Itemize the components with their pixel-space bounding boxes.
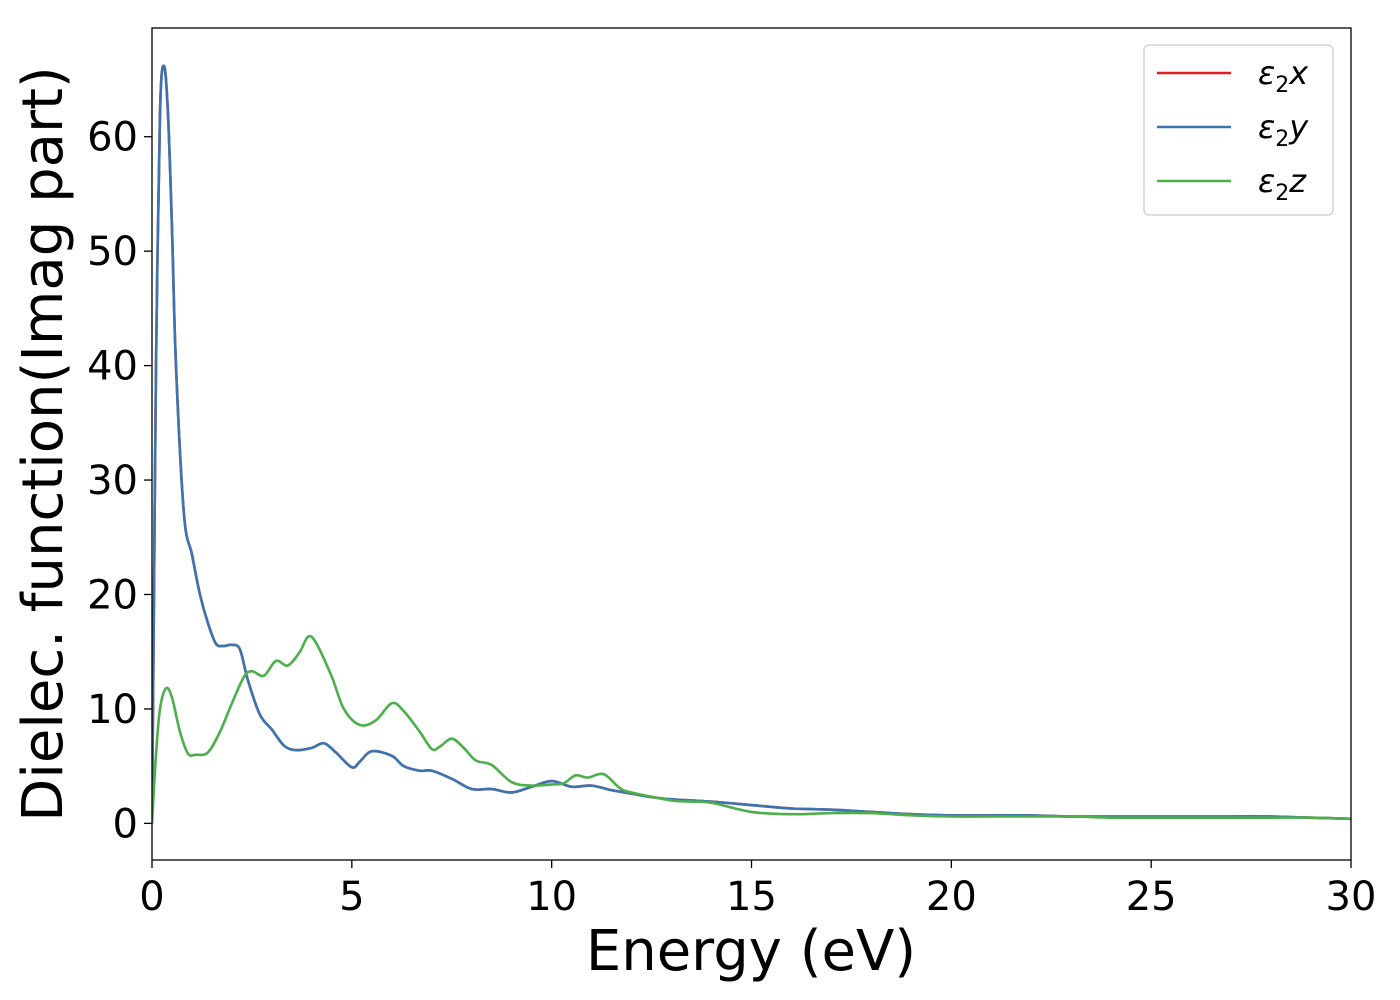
x-axis-label: Energy (eV) [586, 919, 916, 984]
series-layer [152, 64, 1351, 824]
x-tick-label: 0 [139, 874, 164, 920]
legend: ε2x ε2y ε2z [1143, 44, 1334, 216]
y-tick-label: 10 [87, 687, 138, 733]
x-tick-label: 25 [1126, 874, 1177, 920]
y-tick-label: 60 [87, 115, 138, 161]
y-tick-label: 50 [87, 229, 138, 275]
x-tick-label: 20 [926, 874, 977, 920]
y-tick-label: 20 [87, 572, 138, 618]
x-tick-label: 15 [726, 874, 777, 920]
x-axis: 0 5 10 15 20 25 30 [139, 860, 1376, 920]
y-tick-label: 30 [87, 458, 138, 504]
y-axis: 0 10 20 30 40 50 60 [87, 115, 152, 847]
y-tick-label: 0 [113, 801, 138, 847]
x-tick-label: 10 [526, 874, 577, 920]
y-tick-label: 40 [87, 344, 138, 390]
series-line-z [152, 634, 1351, 824]
y-axis-label: Dielec. function(Imag part) [11, 66, 76, 822]
x-tick-label: 30 [1326, 874, 1377, 920]
legend-frame [1143, 44, 1334, 216]
legend-label-y: ε2y [1258, 108, 1309, 152]
legend-label-x: ε2x [1258, 54, 1309, 98]
legend-label-z: ε2z [1258, 162, 1307, 206]
x-tick-label: 5 [339, 874, 364, 920]
